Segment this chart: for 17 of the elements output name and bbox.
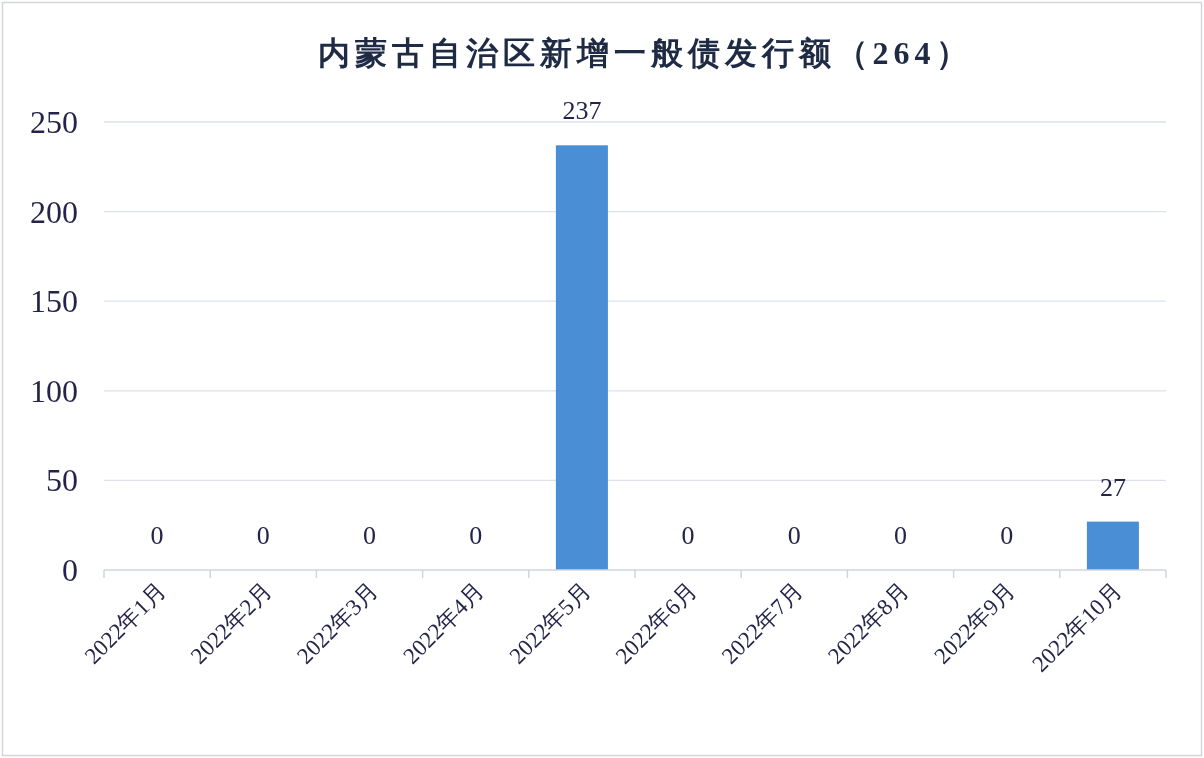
- y-tick-label: 0: [62, 552, 78, 588]
- data-label: 0: [894, 521, 907, 550]
- y-tick-label: 200: [30, 193, 78, 230]
- y-tick-label: 100: [30, 372, 78, 409]
- data-label: 0: [150, 521, 164, 550]
- y-tick-label: 50: [46, 462, 78, 499]
- data-label: 0: [787, 521, 801, 550]
- y-tick-label: 150: [30, 283, 78, 320]
- chart-title: 内蒙古自治区新增一般债发行额（264）: [317, 35, 973, 71]
- data-label: 0: [363, 521, 376, 550]
- data-label: 0: [1000, 521, 1014, 550]
- data-label: 237: [562, 96, 602, 126]
- data-label: 0: [469, 521, 483, 550]
- data-label: 27: [1099, 472, 1126, 502]
- y-tick-label: 250: [30, 104, 78, 140]
- data-label: 0: [681, 521, 695, 550]
- data-label: 0: [256, 521, 270, 550]
